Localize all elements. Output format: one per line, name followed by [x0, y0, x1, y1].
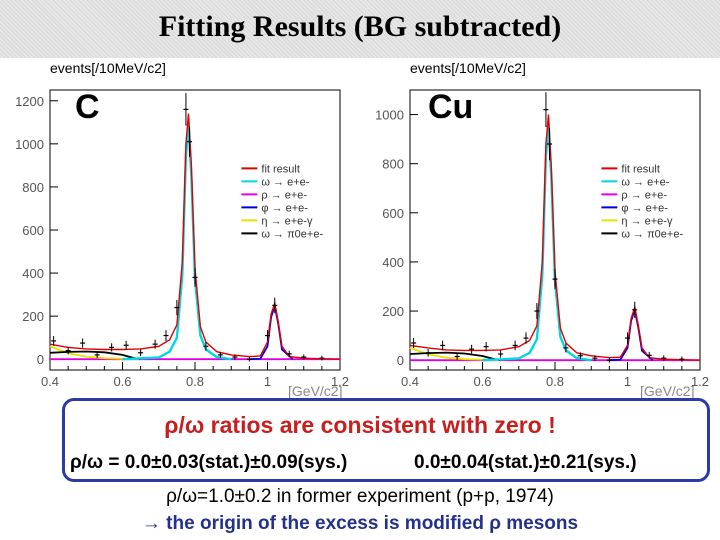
legend-label-2: ρ → e+e-	[621, 189, 667, 201]
y-tick-label-4: 800	[382, 157, 404, 172]
x-tick-label-3: 1	[264, 374, 271, 389]
legend-label-2: ρ → e+e-	[261, 189, 307, 201]
c-y-axis-label: events[/10MeV/c2]	[50, 60, 166, 76]
x-tick-label-1: 0.6	[473, 374, 491, 389]
ratio-headline: ρ/ω ratios are consistent with zero !	[164, 412, 556, 438]
legend-label-5: ω → π0e+e-	[621, 228, 683, 240]
cu-x-axis-unit: [GeV/c2]	[640, 383, 695, 399]
title-bar	[0, 0, 720, 58]
legend-label-3: φ → e+e-	[621, 202, 668, 214]
legend-label-1: ω → e+e-	[261, 176, 309, 188]
slide-title: Fitting Results (BG subtracted)	[158, 10, 562, 43]
x-tick-label-3: 1	[624, 374, 631, 389]
x-tick-label-2: 0.8	[546, 374, 564, 389]
legend-label-5: ω → π0e+e-	[261, 228, 323, 240]
plot-frame	[409, 89, 701, 371]
y-tick-label-2: 400	[22, 266, 44, 281]
legend-label-0: fit result	[261, 163, 300, 175]
y-tick-label-6: 1200	[15, 94, 44, 109]
cu-y-axis-label: events[/10MeV/c2]	[410, 60, 526, 76]
legend-label-4: η → e+e-γ	[621, 215, 673, 227]
c-x-axis-unit: [GeV/c2]	[288, 383, 343, 399]
cu-panel-label: Cu	[428, 88, 474, 126]
x-tick-label-0: 0.4	[401, 374, 419, 389]
y-tick-label-3: 600	[22, 223, 44, 238]
x-tick-label-4: 1.2	[691, 374, 709, 389]
y-tick-label-0: 0	[37, 352, 44, 367]
conclusion-text: → the origin of the excess is modified ρ…	[141, 513, 579, 534]
x-tick-label-4: 1.2	[331, 374, 349, 389]
former-experiment-note: ρ/ω=1.0±0.2 in former experiment (p+p, 1…	[166, 486, 554, 507]
c-spectrum-plot: 0 200 400 600 800 1000 1200 0.4 0.6 0.8 1 1.2 fit re…	[15, 89, 349, 389]
x-tick-label-2: 0.8	[186, 374, 204, 389]
y-tick-label-1: 200	[22, 309, 44, 324]
plot-frame	[49, 89, 341, 371]
y-tick-label-5: 1000	[15, 137, 44, 152]
x-tick-label-1: 0.6	[113, 374, 131, 389]
y-tick-label-2: 400	[382, 255, 404, 270]
cu-y-axis-label-text: events[/10MeV/c2]	[410, 60, 526, 76]
y-tick-label-1: 200	[382, 304, 404, 319]
results-box	[62, 398, 710, 482]
legend-label-4: η → e+e-γ	[261, 215, 313, 227]
y-tick-label-0: 0	[397, 353, 404, 368]
y-tick-label-3: 600	[382, 206, 404, 221]
series-fit-result	[49, 113, 341, 360]
series-fit-result	[409, 114, 701, 361]
legend-label-3: φ → e+e-	[261, 202, 308, 214]
c-ratio-result: ρ/ω = 0.0±0.03(stat.)±0.09(sys.)	[70, 452, 348, 473]
y-tick-label-4: 800	[22, 180, 44, 195]
c-y-axis-label-text: events[/10MeV/c2]	[50, 60, 166, 76]
cu-ratio-result: 0.0±0.04(stat.)±0.21(sys.)	[414, 452, 637, 473]
legend-label-0: fit result	[621, 163, 660, 175]
c-panel-label: C	[75, 88, 100, 126]
legend-label-1: ω → e+e-	[621, 176, 669, 188]
cu-spectrum-plot: 0 200 400 600 800 1000 0.4 0.6 0.8 1 1.2 fit result…	[375, 89, 709, 389]
y-tick-label-5: 1000	[375, 108, 404, 123]
x-tick-label-0: 0.4	[41, 374, 59, 389]
